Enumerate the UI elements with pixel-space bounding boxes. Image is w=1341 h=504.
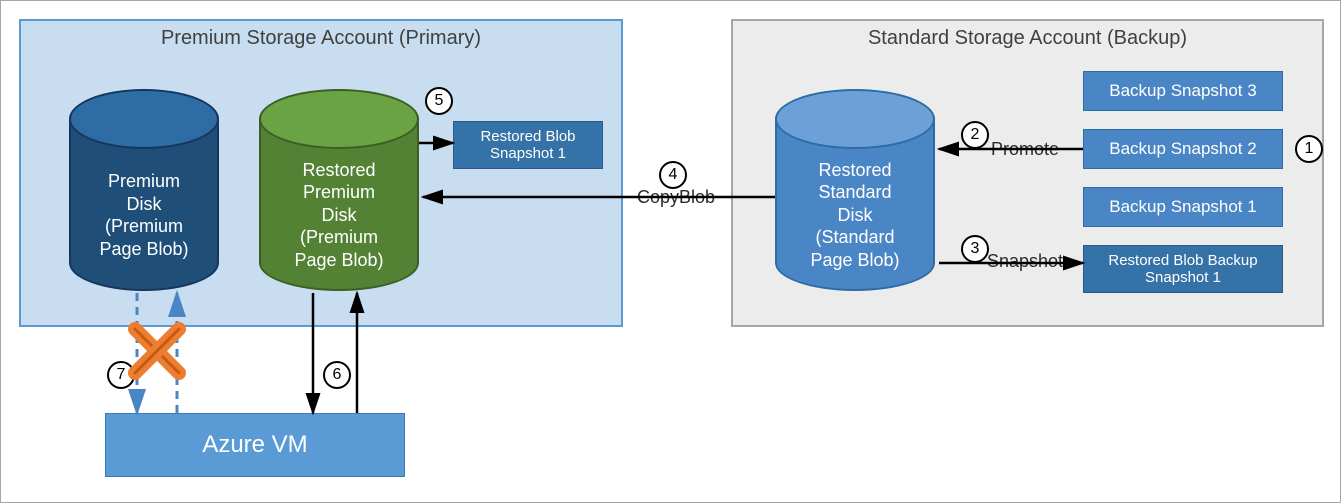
restored-premium-disk-cylinder: RestoredPremiumDisk(PremiumPage Blob) [259,91,419,291]
diagram-canvas: Premium Storage Account (Primary) Standa… [0,0,1341,503]
snapshot-label: Snapshot [987,251,1063,272]
step-4-badge: 4 [659,161,687,189]
premium-disk-cylinder: PremiumDisk(PremiumPage Blob) [69,91,219,291]
panel-backup-title: Standard Storage Account (Backup) [733,27,1322,50]
step-3-badge: 3 [961,235,989,263]
step-6-badge: 6 [323,361,351,389]
copyblob-label: CopyBlob [637,187,715,208]
azure-vm-box: Azure VM [105,413,405,477]
backup-snapshot-3-box: Backup Snapshot 3 [1083,71,1283,111]
restored-standard-disk-label: RestoredStandardDisk(StandardPage Blob) [775,147,935,283]
premium-disk-label: PremiumDisk(PremiumPage Blob) [69,147,219,283]
promote-label: Promote [991,139,1059,160]
backup-snapshot-2-box: Backup Snapshot 2 [1083,129,1283,169]
step-7-badge: 7 [107,361,135,389]
restored-premium-disk-label: RestoredPremiumDisk(PremiumPage Blob) [259,147,419,283]
step-2-badge: 2 [961,121,989,149]
panel-primary-title: Premium Storage Account (Primary) [21,27,621,50]
step-1-badge: 1 [1295,135,1323,163]
broken-link-cross-icon [135,329,179,373]
backup-snapshot-1-box: Backup Snapshot 1 [1083,187,1283,227]
step-5-badge: 5 [425,87,453,115]
restored-blob-snapshot-1-box: Restored BlobSnapshot 1 [453,121,603,169]
restored-standard-disk-cylinder: RestoredStandardDisk(StandardPage Blob) [775,91,935,291]
restored-blob-backup-snapshot-1-box: Restored Blob BackupSnapshot 1 [1083,245,1283,293]
